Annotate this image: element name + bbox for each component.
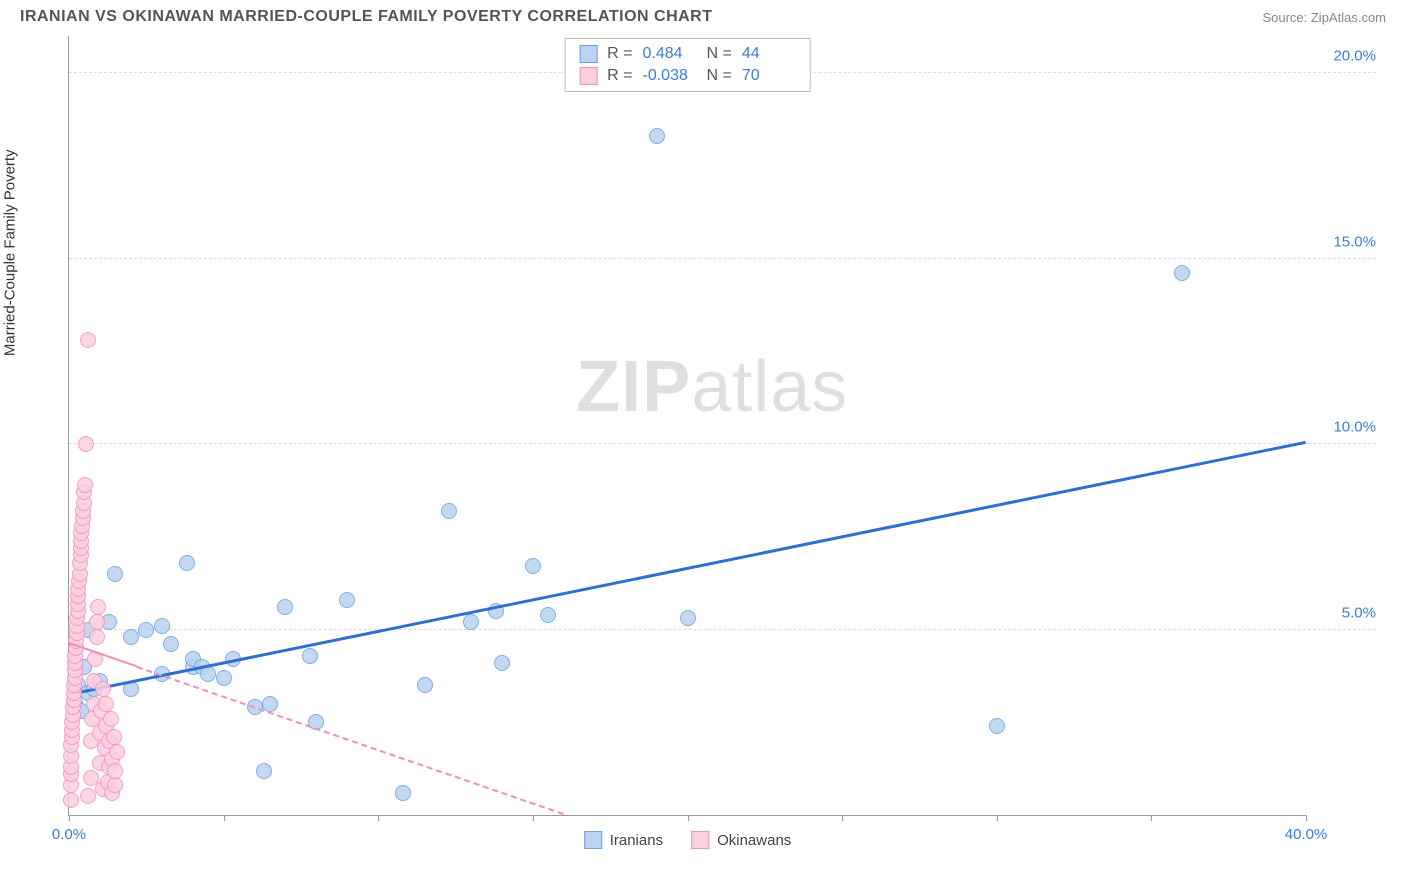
data-point: [339, 592, 355, 608]
data-point: [277, 599, 293, 615]
legend-label: Iranians: [610, 832, 663, 849]
x-tick: [1306, 815, 1307, 821]
data-point: [107, 763, 123, 779]
x-tick: [378, 815, 379, 821]
data-point: [138, 622, 154, 638]
data-point: [107, 777, 123, 793]
data-point: [78, 436, 94, 452]
legend-label: Okinawans: [717, 832, 791, 849]
legend-item: Iranians: [584, 831, 663, 849]
data-point: [179, 555, 195, 571]
data-point: [103, 711, 119, 727]
y-tick-label: 15.0%: [1333, 233, 1376, 250]
series-legend: Iranians Okinawans: [584, 831, 792, 849]
data-point: [441, 503, 457, 519]
data-point: [123, 629, 139, 645]
data-point: [540, 607, 556, 623]
data-point: [109, 744, 125, 760]
y-tick-label: 10.0%: [1333, 419, 1376, 436]
x-tick: [997, 815, 998, 821]
chart-header: IRANIAN VS OKINAWAN MARRIED-COUPLE FAMIL…: [0, 0, 1406, 30]
data-point: [417, 677, 433, 693]
stat-label: R =: [607, 67, 632, 85]
stat-label: R =: [607, 45, 632, 63]
data-point: [80, 788, 96, 804]
data-point: [216, 670, 232, 686]
data-point: [494, 655, 510, 671]
data-point: [89, 629, 105, 645]
data-point: [77, 477, 93, 493]
stat-r-value: -0.038: [643, 67, 697, 85]
y-tick-label: 20.0%: [1333, 48, 1376, 65]
gridline: [69, 629, 1376, 630]
data-point: [256, 763, 272, 779]
data-point: [89, 614, 105, 630]
legend-swatch: [579, 45, 597, 63]
gridline: [69, 443, 1376, 444]
x-tick: [688, 815, 689, 821]
y-tick-label: 5.0%: [1342, 604, 1376, 621]
data-point: [649, 128, 665, 144]
x-tick-label: 0.0%: [52, 826, 86, 843]
source-label: Source: ZipAtlas.com: [1262, 10, 1386, 25]
data-point: [107, 566, 123, 582]
stats-row: R = -0.038 N = 70: [579, 65, 796, 87]
chart-container: Married-Couple Family Poverty ZIPatlas R…: [20, 36, 1386, 866]
data-point: [106, 729, 122, 745]
y-axis-label: Married-Couple Family Poverty: [2, 149, 19, 356]
trend-line: [137, 666, 564, 815]
stat-n-value: 70: [742, 67, 796, 85]
stat-r-value: 0.484: [643, 45, 697, 63]
data-point: [463, 614, 479, 630]
data-point: [989, 718, 1005, 734]
watermark: ZIPatlas: [576, 346, 848, 428]
data-point: [1174, 265, 1190, 281]
data-point: [90, 599, 106, 615]
x-tick-label: 40.0%: [1285, 826, 1328, 843]
gridline: [69, 258, 1376, 259]
data-point: [525, 558, 541, 574]
data-point: [154, 618, 170, 634]
legend-swatch: [584, 831, 602, 849]
x-tick: [224, 815, 225, 821]
plot-area: ZIPatlas R =0.484N =44R =-0.038N =70 Ira…: [68, 36, 1306, 816]
stats-row: R = 0.484 N = 44: [579, 43, 796, 65]
data-point: [98, 696, 114, 712]
legend-item: Okinawans: [691, 831, 791, 849]
legend-swatch: [579, 67, 597, 85]
x-tick: [1151, 815, 1152, 821]
x-tick: [69, 815, 70, 821]
data-point: [302, 648, 318, 664]
stat-label: N =: [707, 45, 732, 63]
x-tick: [842, 815, 843, 821]
stat-n-value: 44: [742, 45, 796, 63]
stat-label: N =: [707, 67, 732, 85]
data-point: [63, 792, 79, 808]
trend-line: [69, 441, 1307, 696]
data-point: [163, 636, 179, 652]
stats-legend: R = 0.484 N = 44 R = -0.038 N = 70: [564, 38, 811, 92]
x-tick: [533, 815, 534, 821]
chart-title: IRANIAN VS OKINAWAN MARRIED-COUPLE FAMIL…: [20, 8, 713, 26]
data-point: [80, 332, 96, 348]
data-point: [95, 681, 111, 697]
data-point: [395, 785, 411, 801]
data-point: [680, 610, 696, 626]
legend-swatch: [691, 831, 709, 849]
